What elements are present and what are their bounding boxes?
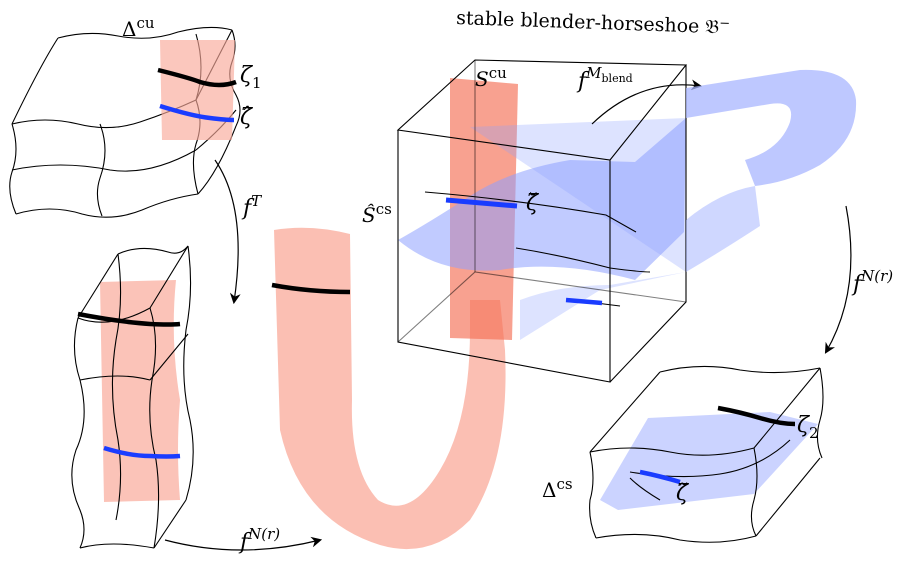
zeta-tilde-label: ζ̃ bbox=[676, 481, 690, 506]
delta-cu-label: Δcu bbox=[122, 14, 155, 41]
left-tall-box bbox=[71, 245, 194, 549]
f-N-right-arrow bbox=[824, 205, 852, 354]
delta-cu-box bbox=[9, 26, 241, 218]
f-T-arrow bbox=[214, 159, 241, 305]
diagram-title: stable blender-horseshoe 𝔅− bbox=[456, 7, 731, 39]
f-M-blend-arrow bbox=[591, 79, 703, 125]
zeta-breve-label: ζ̆ bbox=[526, 191, 540, 216]
f-N-right-label: fN(r) bbox=[851, 267, 893, 297]
zeta-hat-label: ζ̂ bbox=[240, 105, 254, 130]
f-T-label: fT bbox=[241, 192, 262, 221]
delta-cs-label: Δcs bbox=[542, 475, 573, 502]
blue-horseshoe-strip bbox=[686, 69, 857, 272]
zeta-2-label: ζ2 bbox=[797, 413, 818, 442]
S-hat-cs-label: Ŝcs bbox=[362, 200, 392, 227]
delta-cs-box bbox=[589, 365, 824, 543]
f-N-left-arrow bbox=[164, 536, 323, 551]
blender-cube bbox=[396, 59, 688, 383]
zeta-1-label: ζ1 bbox=[240, 63, 261, 92]
f-M-blend-label: fMblend bbox=[576, 64, 633, 94]
f-N-left-label: fN(r) bbox=[238, 525, 280, 555]
S-cu-label: Scu bbox=[475, 64, 507, 91]
red-horseshoe-strip bbox=[271, 227, 506, 550]
